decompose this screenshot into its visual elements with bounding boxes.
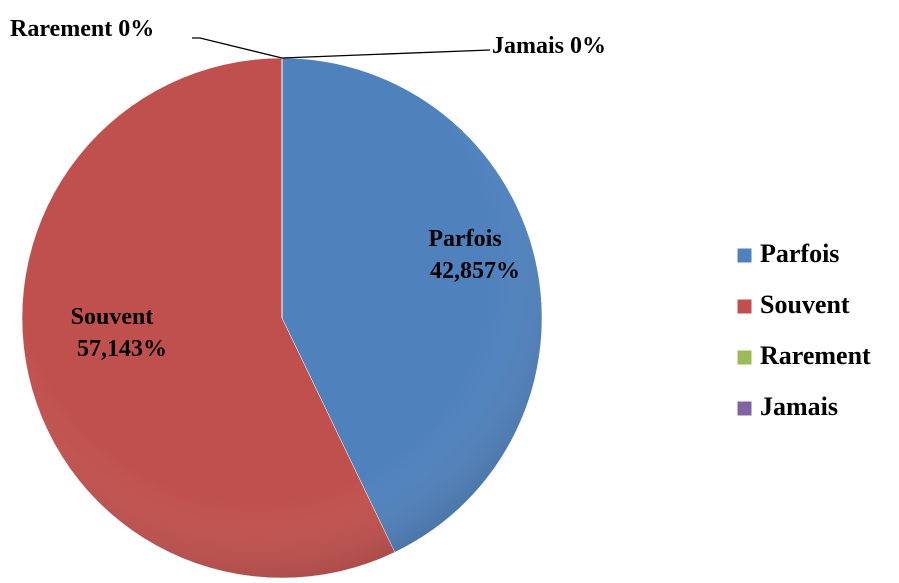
data-label-category: Jamais	[492, 33, 564, 59]
leader-line	[281, 49, 491, 59]
data-label-value: 42,857%	[430, 258, 520, 284]
data-label-category: Souvent	[71, 304, 154, 330]
legend-swatch	[736, 400, 753, 417]
data-label-value: 57,143%	[77, 336, 167, 362]
data-label-category: Parfois	[428, 226, 501, 252]
data-label: Souvent 57,143%	[71, 304, 167, 362]
legend-swatch	[736, 298, 753, 315]
leader-line	[192, 37, 283, 59]
legend-label: Parfois	[760, 239, 839, 268]
legend-label: Rarement	[760, 341, 871, 370]
legend-swatch	[736, 349, 753, 366]
data-label: Rarement 0%	[10, 16, 154, 42]
data-label-value: 0%	[570, 33, 606, 59]
data-label-category: Rarement	[10, 16, 112, 42]
data-label: Jamais 0%	[492, 33, 606, 59]
legend-label: Souvent	[760, 290, 850, 319]
data-label: Parfois 42,857%	[428, 226, 520, 284]
data-label-value: 0%	[118, 16, 154, 42]
legend-swatch	[736, 247, 753, 264]
legend-label: Jamais	[760, 392, 838, 421]
